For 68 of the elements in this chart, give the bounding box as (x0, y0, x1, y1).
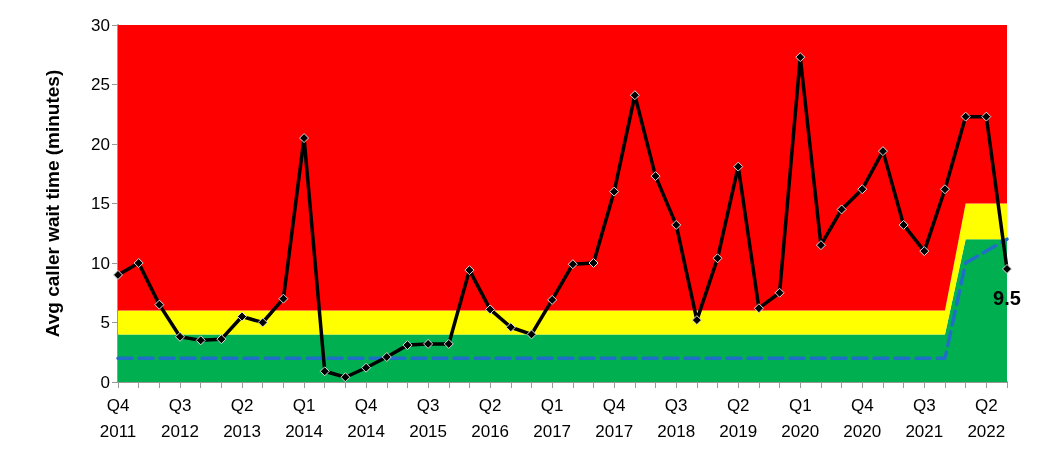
point (402, 340, 413, 351)
x-tick-label: Q3 2018 (657, 395, 696, 441)
y-tick-label: 10 (91, 253, 110, 273)
data-label: 9.5 (993, 286, 1021, 309)
y-tick-label: 0 (100, 372, 110, 392)
point (691, 315, 702, 326)
point (154, 299, 165, 310)
point (175, 331, 186, 342)
point (712, 253, 723, 264)
point (464, 265, 475, 276)
point (919, 246, 930, 257)
point (195, 335, 206, 346)
point (795, 52, 806, 63)
x-tick-label: Q1 2014 (285, 395, 323, 441)
y-tick-label: 25 (91, 75, 110, 94)
point (733, 161, 744, 172)
point (567, 259, 578, 270)
x-tick-label: Q3 2012 (161, 395, 199, 441)
point (609, 186, 620, 197)
point (857, 184, 868, 195)
point (753, 303, 764, 314)
point (423, 338, 434, 349)
x-tick-label: Q2 2019 (719, 395, 758, 441)
x-tick-label: Q3 2021 (905, 395, 944, 441)
point (526, 329, 537, 340)
point (547, 294, 558, 305)
point (299, 133, 310, 144)
point (836, 204, 847, 215)
point (381, 352, 392, 363)
point (237, 311, 248, 322)
point (981, 111, 992, 122)
x-tick-label: Q2 2022 (967, 395, 1006, 441)
point (774, 287, 785, 298)
point (650, 171, 661, 182)
x-tick-label: Q2 2016 (471, 395, 510, 441)
y-tick-label: 20 (91, 134, 110, 154)
point (877, 146, 888, 157)
point (588, 258, 599, 268)
point (340, 372, 351, 383)
point (443, 338, 454, 349)
x-tick-label: Q4 2017 (595, 395, 634, 441)
point (257, 317, 268, 328)
point (319, 366, 330, 377)
x-tick-label: Q4 2011 (99, 395, 137, 441)
point (939, 184, 950, 195)
point (505, 322, 516, 333)
x-tick-label: Q1 2017 (533, 395, 572, 441)
point (815, 240, 826, 251)
point (133, 258, 144, 268)
point (960, 111, 971, 122)
x-tick-label: Q2 2013 (223, 395, 261, 441)
x-tick-label: Q1 2020 (781, 395, 820, 441)
point (629, 90, 640, 101)
point (1002, 263, 1012, 274)
point (113, 269, 123, 280)
y-tick-label: 15 (91, 194, 110, 213)
x-tick-label: Q4 2020 (843, 395, 882, 441)
point (671, 219, 682, 230)
x-tick-label: Q4 2014 (347, 395, 386, 441)
point (898, 219, 909, 230)
x-tick-label: Q3 2015 (409, 395, 448, 441)
point (216, 334, 227, 345)
point (361, 362, 372, 373)
point (485, 304, 496, 315)
y-tick-label: 30 (91, 15, 110, 35)
y-tick-label: 5 (100, 313, 110, 332)
y-axis-title: Avg caller wait time (minutes) (42, 69, 63, 338)
point (278, 293, 289, 304)
